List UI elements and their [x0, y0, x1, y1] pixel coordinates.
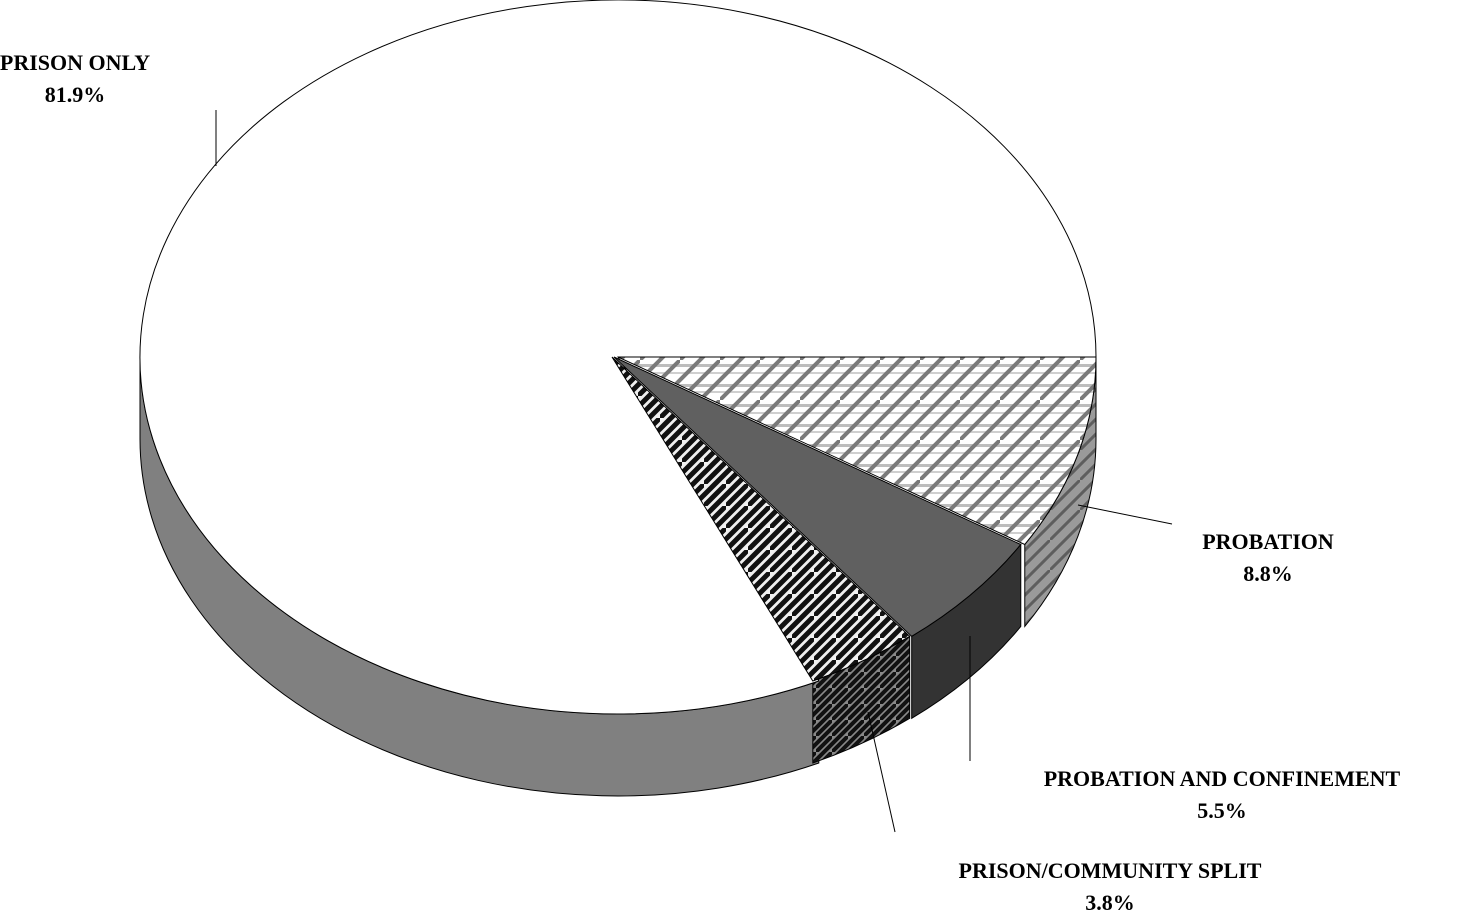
slice-probation-and-confinement [613, 356, 1022, 637]
slice-value-prison-community-split: 3.8% [1085, 890, 1135, 915]
slice-prison-community-split [611, 356, 911, 682]
leader-line-prison-community-split [867, 711, 896, 833]
slice-label-prison-only: PRISON ONLY [0, 50, 150, 75]
leader-lines [215, 110, 1173, 833]
slice-probation [617, 356, 1097, 546]
slice-label-probation: PROBATION [1202, 529, 1334, 554]
slice-value-probation-and-confinement: 5.5% [1197, 798, 1247, 823]
slice-value-prison-only: 81.9% [45, 82, 106, 107]
slice-labels: PRISON ONLY 81.9% PROBATION 8.8% PROBATION A… [0, 50, 1401, 915]
slice-label-probation-and-confinement: PROBATION AND CONFINEMENT [1044, 766, 1401, 791]
slice-label-prison-community-split: PRISON/COMMUNITY SPLIT [959, 858, 1262, 883]
pie-tops [139, 0, 1097, 715]
leader-line-probation [1077, 504, 1173, 525]
pie-sides [139, 356, 1097, 797]
slice-value-probation: 8.8% [1243, 561, 1293, 586]
